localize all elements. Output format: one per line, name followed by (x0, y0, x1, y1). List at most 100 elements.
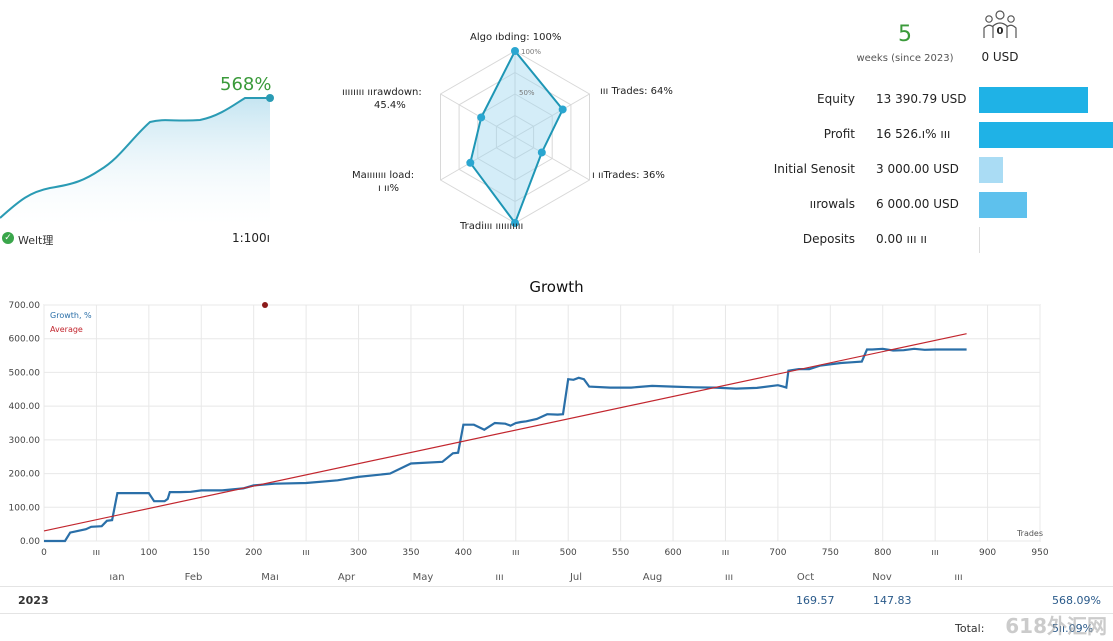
stat-bar (979, 87, 1088, 113)
x-tick-label: 950 (1031, 548, 1048, 558)
radar-label-deposit-load-value: ı ıı% (378, 183, 400, 194)
stat-label: Equity (817, 92, 855, 106)
stat-value: 3 000.00 USD (876, 162, 959, 176)
y-tick-label: 700.00 (9, 301, 41, 311)
stat-value: 13 390.79 USD (876, 92, 967, 106)
stat-bar (979, 192, 1028, 218)
x-tick-label: ııı (93, 548, 101, 558)
legend-entry: Average (50, 325, 83, 334)
y-tick-label: 500.00 (9, 368, 41, 378)
leverage-value: 1:100ı (232, 231, 270, 245)
stat-bar (979, 227, 980, 253)
legend-entry: Growth, % (50, 311, 92, 320)
weeks-count: 5 (898, 22, 912, 47)
stat-label: Profit (823, 127, 855, 141)
month-label: Apr (338, 572, 356, 583)
radar-label-deposit-load: Maııııııı load: (352, 170, 415, 181)
growth-series-line (44, 347, 967, 543)
radar-point (466, 158, 475, 167)
x-tick-label: 800 (874, 548, 891, 558)
total-label: Total: (955, 622, 985, 635)
radar-axis (440, 136, 516, 181)
x-tick-label: 100 (140, 548, 157, 558)
stat-label: Deposits (802, 232, 855, 246)
x-tick-label: 400 (455, 548, 472, 558)
radar-label-profit-trades: ııı Trades: 64% (600, 86, 673, 97)
stat-bar (979, 122, 1113, 148)
nov-value: 147.83 (873, 594, 912, 607)
people-icon: 0 (983, 10, 1017, 38)
radar-scale-50: 50% (519, 89, 535, 97)
y-tick-label: 600.00 (9, 335, 41, 345)
x-tick-label: 750 (822, 548, 839, 558)
month-label: ıan (109, 572, 124, 583)
stat-row: Deposits 0.00 ııı ıı (740, 224, 1113, 259)
growth-chart: 0.00 100.00 200.00 300.00 400.00 500.00 600.00… (9, 301, 1049, 583)
month-label: ııı (954, 572, 962, 583)
x-tick-label: ııı (722, 548, 730, 558)
y-tick-label: 300.00 (9, 436, 41, 446)
y-tick-label: 100.00 (9, 503, 41, 513)
y-tick-label: 200.00 (9, 470, 41, 480)
x-tick-label: 0 (41, 548, 47, 558)
x-tick-label: 500 (560, 548, 577, 558)
average-series-line (43, 333, 967, 532)
stat-value: 16 526.ı% ııı (876, 127, 951, 141)
month-label: Maı (261, 572, 279, 583)
sparkline-area (0, 98, 270, 225)
radar-label-loss-trades: ı ııTrades: 36% (592, 170, 665, 181)
growth-sparkline (0, 0, 290, 250)
chart-title: Growth (529, 278, 584, 296)
x-tick-label: 200 (245, 548, 262, 558)
weeks-label: weeks (since 2023) (856, 53, 954, 64)
x-tick-label: 900 (979, 548, 996, 558)
ytd-value: 568.09% (1052, 594, 1101, 607)
radar-scale-100: 100% (521, 48, 542, 56)
x-tick-label: 300 (350, 548, 367, 558)
month-label: Jul (569, 572, 582, 583)
radar-chart: Algo ıbding: 100% ııı Trades: 64% ı ııTr… (330, 20, 700, 240)
radar-label-algo: Algo ıbding: 100% (470, 32, 562, 43)
radar-label-drawdown-value: 45.4% (374, 100, 406, 111)
year-row: 2023 169.57 147.83 568.09% (0, 586, 1113, 614)
x-tick-label: 700 (769, 548, 786, 558)
radar-point (558, 105, 567, 114)
stat-row: ıırowals 6 000.00 USD (740, 189, 1113, 224)
investors-value: 0 USD (981, 50, 1019, 64)
growth-percent: 568% (220, 74, 272, 95)
account-stats: Equity 13 390.79 USD Profit 16 526.ı% ııı In… (740, 84, 1113, 259)
plot-area (43, 304, 1041, 542)
x-tick-label: 550 (612, 548, 629, 558)
stat-row: Initial Senosit 3 000.00 USD (740, 154, 1113, 189)
x-tick-label: 350 (402, 548, 419, 558)
radar-label-trading-activity: Tradiııı ıııııııııı (460, 221, 524, 232)
x-tick-label: 600 (664, 548, 681, 558)
radar-point (511, 219, 519, 227)
month-label: ııı (495, 572, 503, 583)
total-value: 5ıı.09% (1052, 622, 1094, 635)
oct-value: 169.57 (796, 594, 835, 607)
stat-label: ıırowals (809, 197, 855, 211)
month-label: ııı (725, 572, 733, 583)
account-name[interactable]: Welt理 (18, 234, 54, 247)
account-row: ✓ Welt理 1:100ı (0, 230, 290, 250)
radar-label-drawdown: ıııııııı ıırawdown: (342, 87, 422, 98)
x-tick-label: ııı (931, 548, 939, 558)
y-tick-label: 0.00 (20, 537, 40, 547)
y-tick-label: 400.00 (9, 402, 41, 412)
year-label: 2023 (18, 594, 49, 607)
stat-row: Profit 16 526.ı% ııı (740, 119, 1113, 154)
stat-value: 0.00 ııı ıı (876, 232, 928, 246)
month-label: Feb (185, 572, 203, 583)
weeks-block: 5 weeks (since 2023) (850, 22, 960, 64)
radar-axis (514, 136, 590, 181)
sparkline-endpoint (266, 94, 274, 102)
stat-bar (979, 157, 1004, 183)
stat-row: Equity 13 390.79 USD (740, 84, 1113, 119)
radar-point (477, 113, 486, 122)
x-tick-label: ııı (302, 548, 310, 558)
month-label: May (413, 572, 434, 583)
event-marker (262, 302, 268, 308)
investor-count: 0 (997, 26, 1004, 37)
x-tick-label: 150 (193, 548, 210, 558)
